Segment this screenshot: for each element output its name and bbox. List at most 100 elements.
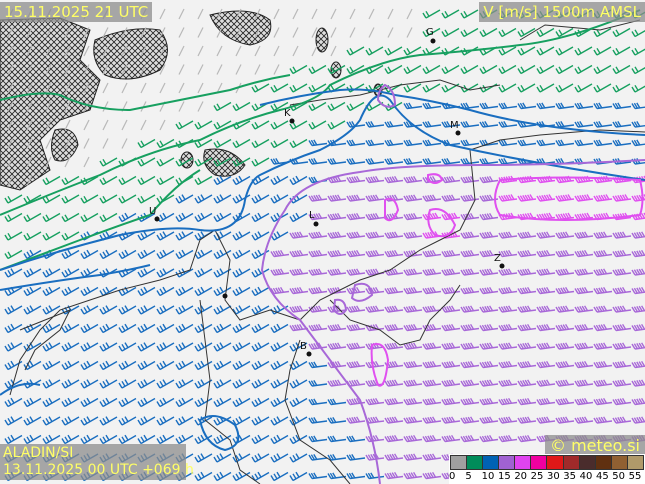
wind-barb <box>631 231 645 239</box>
wind-barb <box>403 64 422 75</box>
wind-barb <box>232 434 251 445</box>
wind-barb <box>99 379 118 389</box>
wind-barb <box>422 471 442 480</box>
wind-barb <box>61 194 80 204</box>
wind-barb <box>574 323 594 332</box>
wind-barb <box>232 157 251 167</box>
wind-barb <box>251 453 270 463</box>
wind-barb <box>574 175 594 184</box>
wind-barb <box>536 342 556 350</box>
wind-barb <box>327 342 347 350</box>
wind-barb <box>99 212 118 223</box>
wind-barb <box>102 82 109 94</box>
wind-barb <box>232 397 251 408</box>
wind-barb <box>251 231 270 241</box>
wind-barb <box>384 286 404 295</box>
wind-barb <box>197 8 204 20</box>
wind-barb <box>289 305 309 313</box>
wind-barb <box>118 416 137 426</box>
wind-barb <box>26 64 33 75</box>
wind-barb <box>536 379 556 387</box>
wind-barb <box>346 305 366 313</box>
wind-barb <box>330 8 337 20</box>
wind-barb <box>213 323 232 334</box>
wind-barb <box>536 416 556 424</box>
wind-barb <box>460 268 480 276</box>
wind-barb <box>365 231 385 239</box>
wind-barb <box>213 397 232 408</box>
wind-barb <box>631 286 645 295</box>
wind-barb <box>365 158 385 165</box>
wind-barb <box>555 379 575 387</box>
wind-barb <box>137 360 156 371</box>
wind-barb <box>194 416 213 426</box>
wind-barb <box>311 45 318 57</box>
wind-barb <box>403 434 423 443</box>
wind-barb <box>194 175 213 186</box>
wind-barb <box>384 342 404 350</box>
wind-barb <box>216 45 223 57</box>
wind-barb <box>178 101 185 112</box>
wind-barb <box>216 27 223 38</box>
wind-barb <box>118 305 137 315</box>
wind-barb <box>80 194 99 204</box>
wind-barb <box>232 342 251 352</box>
legend-tick: 35 <box>563 471 577 482</box>
wind-barb <box>194 305 213 315</box>
city-label: M <box>450 120 459 131</box>
wind-barb <box>121 64 128 75</box>
wind-barb <box>61 434 80 445</box>
wind-barb <box>42 434 61 445</box>
wind-barb <box>346 194 366 202</box>
wind-barb <box>422 102 442 110</box>
wind-barb <box>327 286 347 295</box>
wind-barb <box>365 305 385 313</box>
wind-barb <box>121 119 128 131</box>
wind-barb <box>45 156 52 168</box>
wind-barb <box>42 379 61 389</box>
wind-barb <box>273 27 280 38</box>
wind-barb <box>327 120 346 130</box>
wind-barb <box>235 64 242 75</box>
wind-barb <box>289 323 309 332</box>
wind-barb <box>441 9 460 19</box>
wind-barb <box>498 83 517 93</box>
wind-barb <box>137 268 156 278</box>
wind-barb <box>251 268 270 278</box>
wind-barb <box>517 360 537 369</box>
wind-barb <box>422 212 442 221</box>
wind-barb <box>498 342 518 350</box>
wind-barb <box>270 194 289 204</box>
wind-barb <box>346 435 366 443</box>
wind-barb <box>441 286 461 295</box>
legend-swatch <box>515 456 532 469</box>
wind-barb <box>23 342 42 352</box>
wind-barb <box>422 397 442 406</box>
wind-barb <box>61 360 80 371</box>
wind-barb <box>441 175 461 184</box>
wind-barb <box>574 139 594 147</box>
wind-barb <box>422 434 442 443</box>
wind-barb <box>213 212 232 223</box>
wind-barb <box>384 121 404 128</box>
wind-barb <box>479 121 499 128</box>
wind-barb <box>517 102 537 110</box>
wind-barb <box>118 434 137 445</box>
wind-barb <box>137 231 156 241</box>
wind-barb <box>460 64 479 75</box>
wind-barb <box>536 102 556 110</box>
wind-barb <box>536 64 555 75</box>
wind-barb <box>631 323 645 332</box>
wind-barb <box>140 82 147 94</box>
wind-barb <box>118 360 137 371</box>
wind-barb <box>346 101 365 112</box>
wind-barb <box>330 27 337 38</box>
legend-tick: 0 <box>449 471 456 482</box>
wind-barb <box>327 268 347 276</box>
wind-barb <box>441 268 461 276</box>
wind-barb <box>327 417 347 424</box>
wind-barb <box>346 416 366 424</box>
wind-barb <box>42 305 61 315</box>
wind-barb <box>308 472 328 480</box>
wind-barb <box>479 323 499 332</box>
